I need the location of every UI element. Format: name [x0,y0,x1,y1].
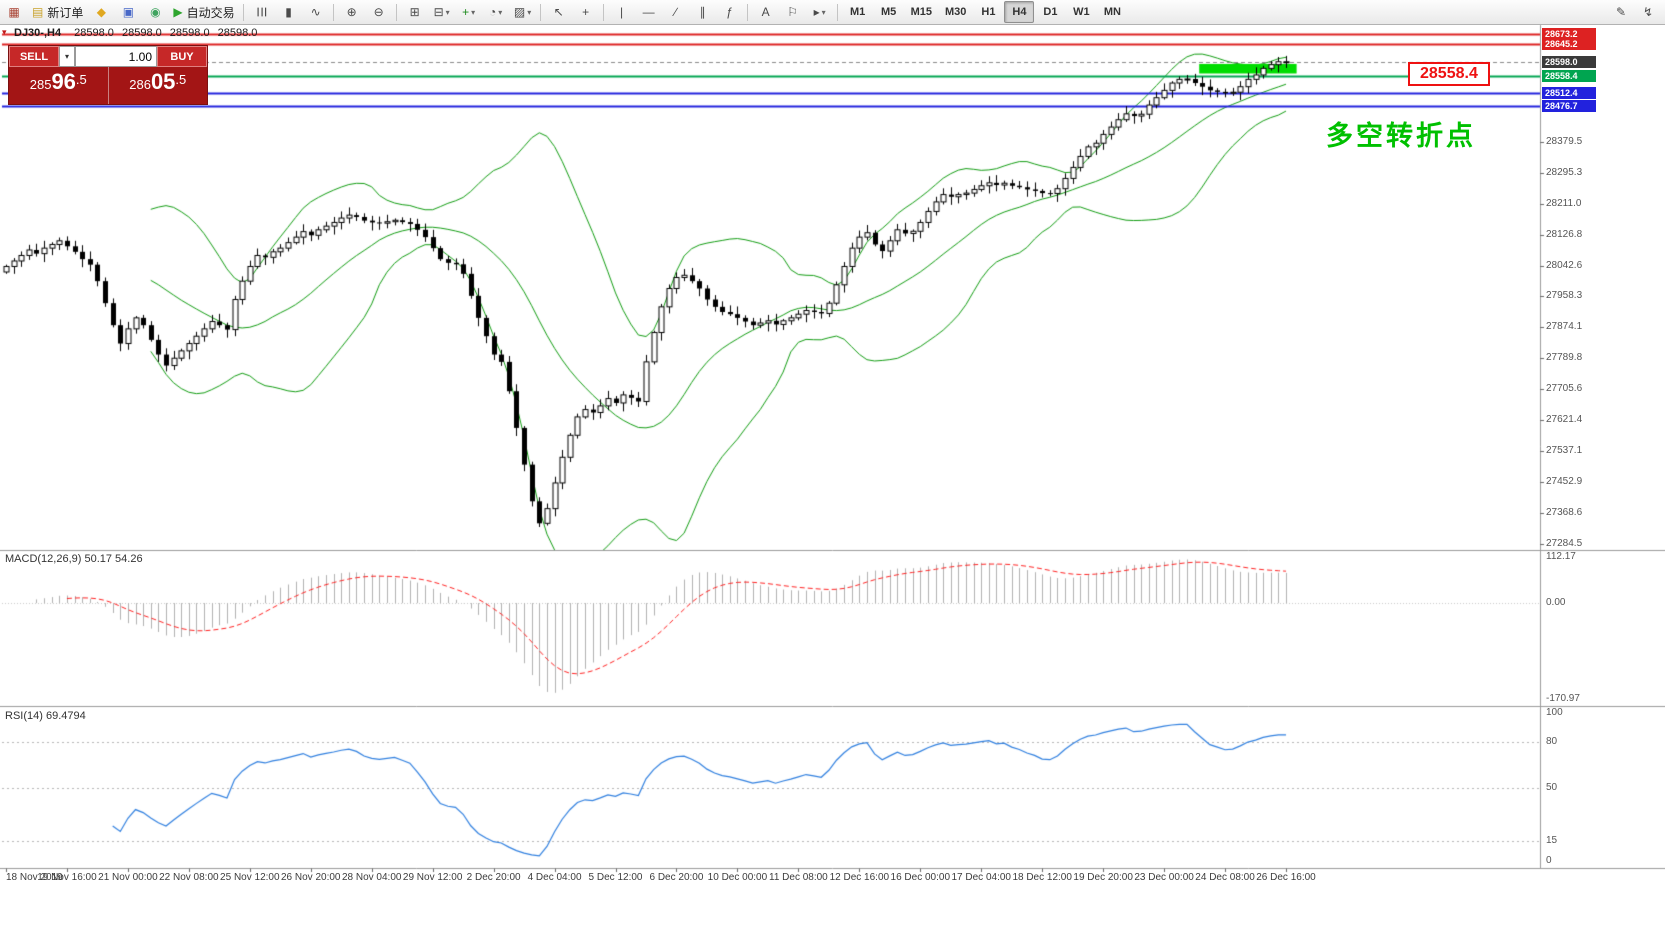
symbol-period: DJ30-,H4 [14,27,62,39]
macd-indicator-label: MACD(12,26,9) 50.17 54.26 [5,553,143,565]
timeframe-w1-button[interactable]: W1 [1073,6,1090,18]
annotation-text[interactable]: 多空转折点 [1326,121,1476,151]
zoom-in-button[interactable]: ⊕ [346,5,357,19]
arrows-button[interactable]: ▸ ▾ [813,5,826,19]
autotrading-button-label: 自动交易 [186,5,235,20]
cursor-button[interactable]: ↖ [553,5,564,19]
price-digits: .5 [175,72,187,87]
timeframe-m15-button[interactable]: M15 [910,6,933,18]
line-chart-button[interactable]: ∿ [310,5,321,19]
price-digits: .5 [75,72,87,87]
price-digits: 96 [51,69,76,94]
options-button[interactable]: ◉ [150,5,161,19]
new-order-button[interactable]: ▤ 新订单 [32,5,84,20]
rsi-indicator-label: RSI(14) 69.4794 [5,710,86,722]
templates-button[interactable]: ▨ ▾ [513,5,532,19]
text-button[interactable]: A [761,5,770,19]
ohlc-open: 28598.0 [74,27,114,39]
new-chart-button-caret: ▾ [445,7,450,17]
toolbar: ▦ ▤ 新订单 ◆ ▣ ◉ ▶ 自动交易 ☰ ▮ ∿ ⊕ ⊖ ⊞ ⊟ ▾ + ▾ ◔ ▾ ▨ ▾ ↖ + | — ∕ ∥ ƒ A ⚐ ▸ ▾ M1… [0,0,1665,25]
one-click-toggle-button[interactable]: ▾ [2,27,7,37]
toolbar-separator [602,3,604,21]
connection-icon[interactable]: ↯ [1642,5,1654,19]
volume-decrease-button[interactable]: ▾ [59,46,75,67]
horizontal-line-button[interactable]: — [642,5,655,19]
time-axis[interactable] [0,868,1540,890]
price-digits: 285 [29,77,52,92]
toolbar-separator [395,3,397,21]
templates-button-caret: ▾ [527,7,532,17]
new-order-button-label: 新订单 [47,5,84,20]
accounts-button[interactable]: ◆ [96,5,106,19]
timeframe-h1-button[interactable]: H1 [981,6,996,18]
vertical-line-button[interactable]: | [620,5,624,19]
timeframe-d1-button[interactable]: D1 [1043,6,1058,18]
bid-price[interactable]: 285 96.5 [9,67,109,104]
autotrading-button[interactable]: ▶ 自动交易 [173,5,235,20]
timeframe-m5-button[interactable]: M5 [880,6,897,18]
timeframe-m1-button[interactable]: M1 [849,6,866,18]
metaeditor-button[interactable]: ▣ [122,5,135,19]
edit-icon[interactable]: ✎ [1615,5,1627,19]
price-callout[interactable]: 28558.4 [1408,62,1490,86]
timeframe-m30-button[interactable]: M30 [945,6,967,18]
sell-button[interactable]: SELL [9,46,59,67]
toolbar-separator [332,3,334,21]
price-digits: 286 [129,77,151,92]
toolbar-left: ▦ ▤ 新订单 ◆ ▣ ◉ ▶ 自动交易 ☰ ▮ ∿ ⊕ ⊖ ⊞ ⊟ ▾ + ▾ ◔ ▾ ▨ ▾ ↖ + | — ∕ ∥ ƒ A ⚐ ▸ ▾ M1… [0,0,1127,24]
new-chart-button[interactable]: ⊟ ▾ [433,5,450,19]
ask-price[interactable]: 286 05.5 [109,67,208,104]
fibonacci-button[interactable]: ƒ [726,5,733,19]
candles-chart-button[interactable]: ▮ [285,5,292,19]
toolbar-separator [539,3,541,21]
timeframe-mn-button[interactable]: MN [1103,6,1121,18]
price-digits: 05 [150,69,176,94]
periods-button-caret: ▾ [498,7,503,17]
indicators-button[interactable]: + ▾ [462,5,476,19]
timeframe-h4-button[interactable]: H4 [1004,1,1035,23]
periods-button[interactable]: ◔ ▾ [488,5,503,19]
toolbar-separator [836,3,838,21]
buy-button[interactable]: BUY [157,46,207,67]
ohlc-low: 28598.0 [169,27,210,39]
price-axis[interactable] [1540,25,1665,868]
toolbar-separator [242,3,244,21]
channel-button[interactable]: ∥ [699,5,706,19]
toolbar-separator [746,3,748,21]
crosshair-button[interactable]: + [582,5,590,19]
zoom-out-button[interactable]: ⊖ [373,5,384,19]
toolbar-right: ✎ ↯ [1607,0,1661,24]
indicators-button-caret: ▾ [471,7,476,17]
tile-windows-button[interactable]: ⊞ [409,5,420,19]
trendline-button[interactable]: ∕ [674,5,677,19]
ohlc-info: DJ30-,H4 28598.0 28598.0 28598.0 28598.0 [14,27,262,39]
app-icon: ▦ [8,5,20,19]
volume-input[interactable] [75,46,157,67]
ohlc-high: 28598.0 [121,27,162,39]
label-button[interactable]: ⚐ [787,5,798,19]
ohlc-close: 28598.0 [217,27,258,39]
bars-chart-button[interactable]: ☰ [254,6,269,18]
arrows-button-caret: ▾ [821,7,826,17]
